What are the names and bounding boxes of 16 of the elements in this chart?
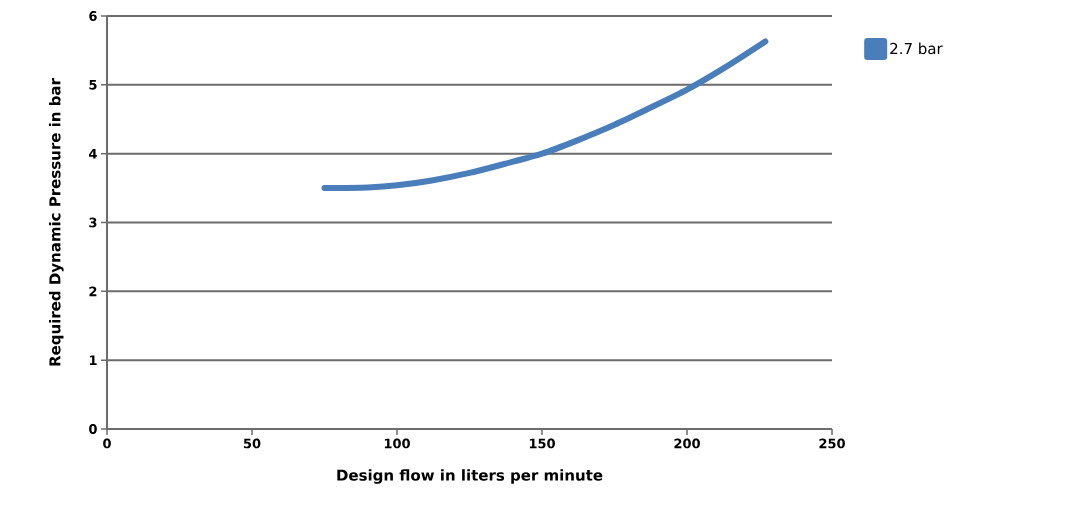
y-tick-label: 2 [89, 286, 97, 297]
x-axis-title: Design flow in liters per minute [337, 469, 603, 484]
legend-label: 2.7 bar [890, 42, 943, 55]
y-tick-label: 6 [89, 11, 97, 21]
x-tick-label: 100 [384, 438, 410, 449]
x-tick-label: 250 [819, 438, 845, 449]
y-tick-label: 5 [89, 80, 97, 90]
y-axis-title: Required Dynamic Pressure in bar [48, 78, 64, 366]
x-tick-label: 200 [674, 438, 700, 449]
y-tick-label: 3 [89, 217, 97, 228]
x-tick-label: 0 [103, 438, 111, 449]
y-tick-label: 1 [89, 355, 97, 365]
y-tick-label: 0 [89, 424, 97, 434]
x-tick-label: 50 [243, 438, 261, 449]
x-tick-label: 150 [529, 438, 555, 449]
y-tick-label: 4 [89, 148, 97, 159]
